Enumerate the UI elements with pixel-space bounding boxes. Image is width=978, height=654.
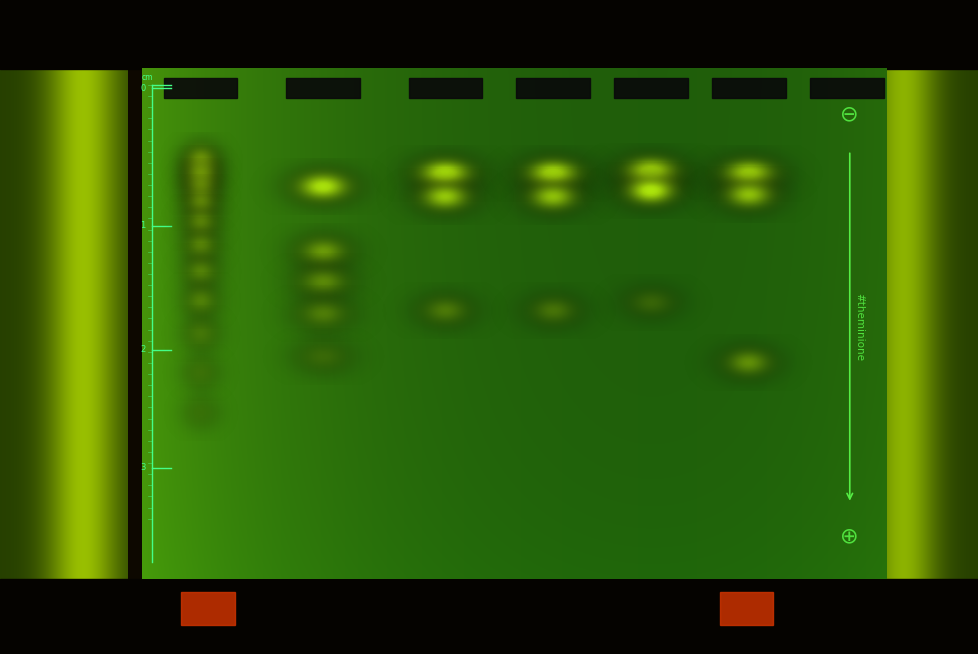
Text: 0: 0 bbox=[141, 84, 146, 93]
Bar bbox=[286, 78, 359, 98]
Bar bbox=[409, 78, 481, 98]
Bar bbox=[181, 592, 235, 625]
Bar bbox=[712, 78, 784, 98]
Text: 3: 3 bbox=[140, 463, 146, 472]
Text: 2: 2 bbox=[141, 345, 146, 354]
Bar bbox=[163, 78, 237, 98]
Bar bbox=[0, 0, 978, 69]
Text: ⊕: ⊕ bbox=[839, 526, 859, 546]
Bar bbox=[810, 78, 882, 98]
Bar bbox=[719, 592, 773, 625]
Text: cm: cm bbox=[142, 73, 154, 82]
Text: #theminione: #theminione bbox=[854, 293, 864, 361]
Bar bbox=[516, 78, 589, 98]
Bar bbox=[614, 78, 687, 98]
Text: 1: 1 bbox=[141, 221, 146, 230]
Text: ⊖: ⊖ bbox=[839, 105, 859, 124]
